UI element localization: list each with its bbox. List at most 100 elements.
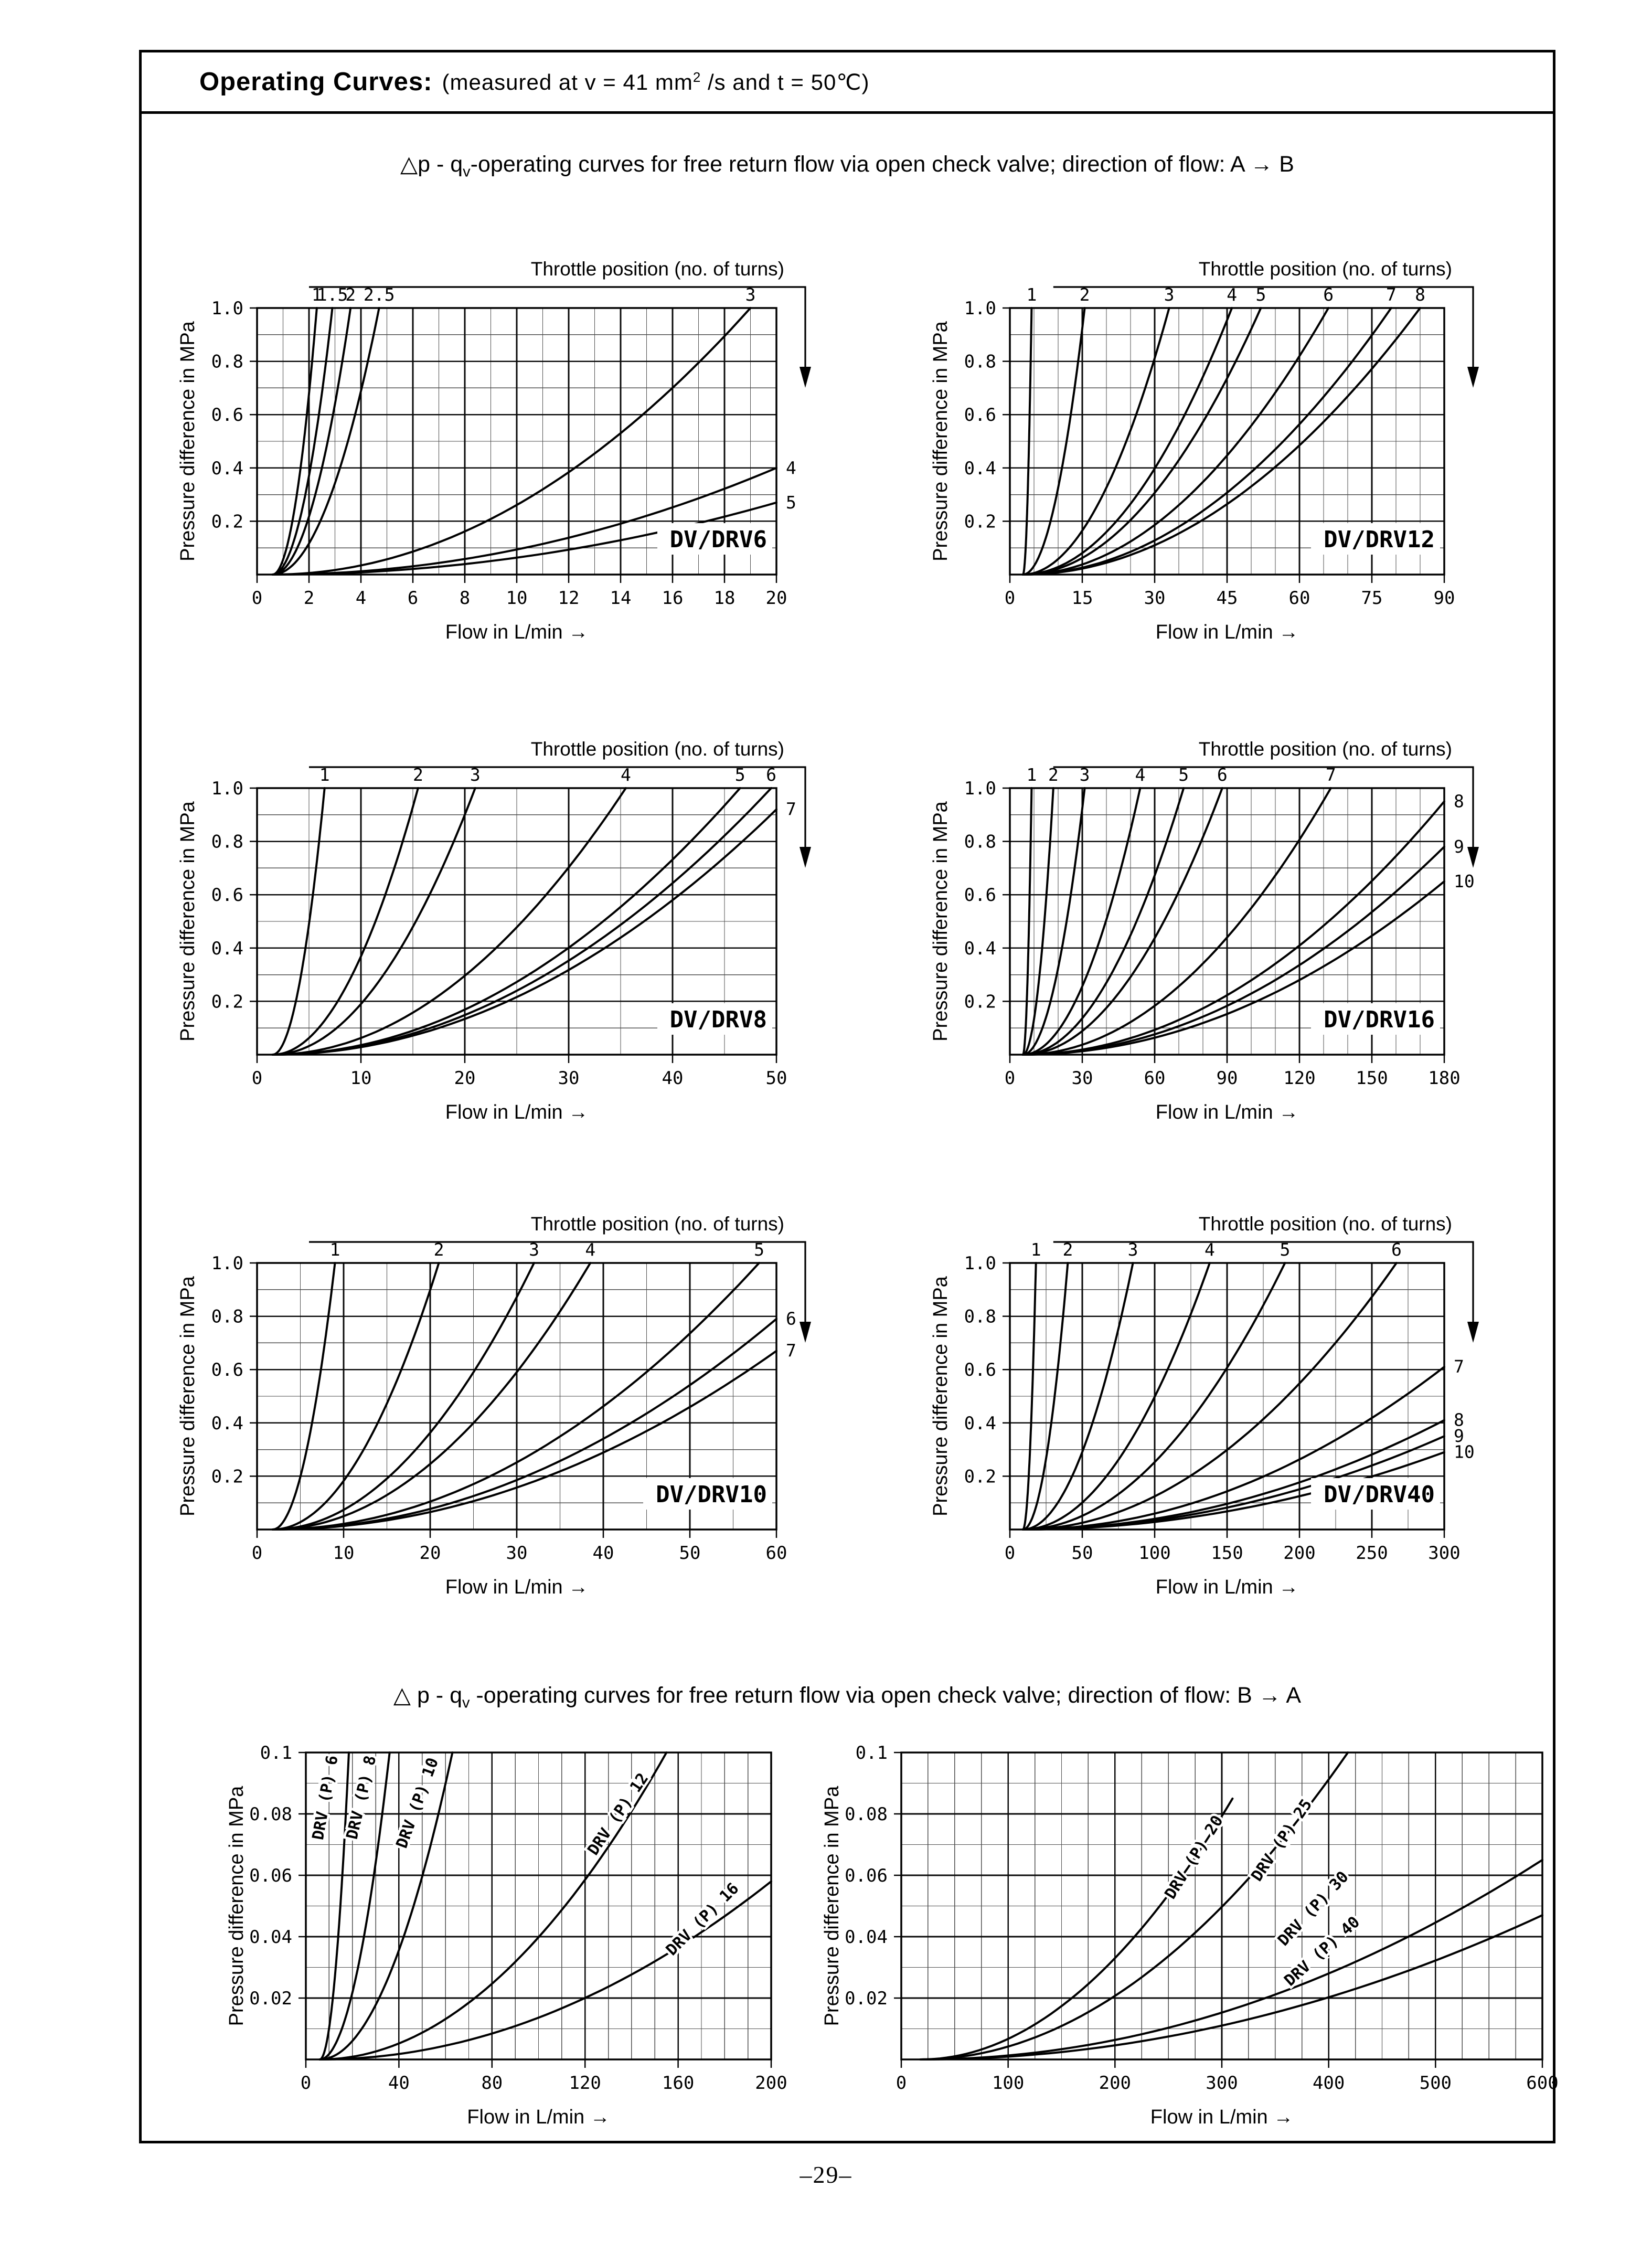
subtitle-ba-prefix: △ p - q xyxy=(393,1683,462,1708)
model-label-bg xyxy=(657,1003,772,1035)
subtitle-ba-suffix: -operating curves for free return flow v… xyxy=(470,1683,1302,1708)
y-tick-label: 0.2 xyxy=(211,991,243,1012)
chart-dv-drv8: 0 10 20 30 40 50 0.2 0.4 0.6 0.8 1.0 1 2 3 4 5 67 DV/DRV8… xyxy=(177,738,811,1123)
plot-border xyxy=(256,787,777,1056)
curve-drv-p-12 xyxy=(318,1751,668,2061)
x-tick-label: 20 xyxy=(766,588,787,609)
x-axis-title: Flow in L/min → xyxy=(445,1576,588,1598)
x-tick-label: 500 xyxy=(1420,2073,1452,2094)
x-tick-label: 150 xyxy=(1356,1068,1388,1089)
curve-2.5 xyxy=(271,307,380,576)
curve-label-top: 7 xyxy=(1326,764,1336,785)
curve-1 xyxy=(1021,787,1033,1056)
curve-7 xyxy=(1021,787,1332,1056)
curve-4 xyxy=(271,787,627,1056)
y-axis-title: Pressure difference in MPa xyxy=(226,1786,248,2026)
y-tick-label: 0.6 xyxy=(211,405,243,426)
x-tick-label: 14 xyxy=(610,588,632,609)
curves xyxy=(1021,787,1445,1056)
curve-6 xyxy=(1021,1262,1398,1531)
curve-label-right: 7 xyxy=(1454,1356,1464,1377)
curve-1 xyxy=(271,787,326,1056)
model-label-bg xyxy=(657,523,772,555)
x-axis-title: Flow in L/min → xyxy=(467,2106,610,2128)
legend-title: Throttle position (no. of turns) xyxy=(1199,738,1452,760)
x-tick-label: 12 xyxy=(558,588,580,609)
curve-label-right: 10 xyxy=(1454,871,1475,891)
y-tick-label: 0.2 xyxy=(211,1466,243,1487)
legend-bracket xyxy=(1053,766,1474,848)
curve-5 xyxy=(271,1262,760,1531)
curve-label-top: 1 xyxy=(319,764,330,785)
header-box xyxy=(139,50,1555,114)
x-tick-label: 200 xyxy=(1099,2073,1131,2094)
measured-sup: 2 xyxy=(692,69,701,85)
x-tick-label: 30 xyxy=(506,1543,528,1564)
curve-label-top: 3 xyxy=(1080,764,1090,785)
x-axis-title: Flow in L/min → xyxy=(1150,2106,1293,2128)
curve-drv-p-20 xyxy=(919,1797,1234,2061)
curve-drv-p-25 xyxy=(919,1751,1349,2061)
curve-label-top: 8 xyxy=(1415,284,1425,305)
y-tick-label: 0.06 xyxy=(845,1865,888,1886)
y-axis-title: Pressure difference in MPa xyxy=(930,321,952,561)
y-axis-ticks: 0.02 0.04 0.06 0.08 0.1 xyxy=(845,1743,901,2009)
model-label-bg xyxy=(1311,1003,1440,1035)
curve-label-top: 1 xyxy=(1026,764,1037,785)
y-tick-label: 0.4 xyxy=(211,458,243,479)
y-tick-label: 0.4 xyxy=(211,938,243,959)
legend-title: Throttle position (no. of turns) xyxy=(531,258,784,280)
curve-8 xyxy=(1021,800,1445,1056)
curves xyxy=(1021,307,1421,576)
curve-label-top: 5 xyxy=(1255,284,1266,305)
curve-1 xyxy=(1021,307,1033,576)
y-axis-ticks: 0.2 0.4 0.6 0.8 1.0 xyxy=(211,778,257,1012)
curve-6 xyxy=(1021,307,1330,576)
curve-4 xyxy=(1021,787,1142,1056)
x-tick-label: 0 xyxy=(252,1543,262,1564)
model-label: DV/DRV10 xyxy=(656,1481,767,1508)
x-tick-label: 50 xyxy=(679,1543,701,1564)
x-axis-ticks: 0 15 30 45 60 75 90 xyxy=(1005,575,1455,609)
curve-1 xyxy=(271,1262,336,1531)
y-axis-title: Pressure difference in MPa xyxy=(930,1276,952,1516)
curve-2 xyxy=(1021,787,1054,1056)
y-axis-ticks: 0.2 0.4 0.6 0.8 1.0 xyxy=(964,1253,1010,1487)
y-axis-ticks: 0.2 0.4 0.6 0.8 1.0 xyxy=(211,1253,257,1487)
x-tick-label: 60 xyxy=(1289,588,1310,609)
curve-3 xyxy=(1021,1262,1134,1531)
curve-label-top: 2 xyxy=(1048,764,1059,785)
legend-title: Throttle position (no. of turns) xyxy=(1199,1213,1452,1235)
curves xyxy=(1021,1262,1445,1531)
arrow-down-icon xyxy=(1467,1322,1479,1343)
curve-label-right: 10 xyxy=(1454,1442,1475,1462)
x-tick-label: 90 xyxy=(1434,588,1455,609)
y-tick-label: 0.4 xyxy=(211,1413,243,1434)
y-tick-label: 0.8 xyxy=(211,352,243,373)
curves xyxy=(271,787,777,1056)
page-title-bold: Operating Curves: xyxy=(199,68,433,96)
grid-minor xyxy=(306,1753,771,2059)
x-tick-label: 40 xyxy=(388,2073,410,2094)
x-axis-title: Flow in L/min → xyxy=(445,1101,588,1123)
y-tick-label: 1.0 xyxy=(964,1253,996,1274)
x-axis-ticks: 0 40 80 120 160 200 xyxy=(301,2059,787,2094)
curve-3 xyxy=(271,1262,535,1531)
y-tick-label: 0.8 xyxy=(964,832,996,853)
curve-label-top: 3 xyxy=(470,764,481,785)
x-tick-label: 60 xyxy=(766,1543,787,1564)
y-tick-label: 0.6 xyxy=(211,1360,243,1380)
x-tick-label: 250 xyxy=(1356,1543,1388,1564)
x-tick-label: 20 xyxy=(454,1068,476,1089)
curve-label-right: 4 xyxy=(786,458,796,478)
curve-label-right: 5 xyxy=(786,492,796,513)
curve-1 xyxy=(271,307,318,576)
x-axis-ticks: 0 10 20 30 40 50 60 xyxy=(252,1530,787,1564)
x-axis-ticks: 0 100 200 300 400 500 600 xyxy=(896,2059,1559,2094)
curve-drv-p-30 xyxy=(919,1858,1543,2061)
curve-label-top: 5 xyxy=(1280,1239,1290,1260)
curve-label-top: 3 xyxy=(1128,1239,1138,1260)
x-tick-label: 100 xyxy=(1138,1543,1170,1564)
measured-post: /s and t = 50℃) xyxy=(701,69,870,94)
